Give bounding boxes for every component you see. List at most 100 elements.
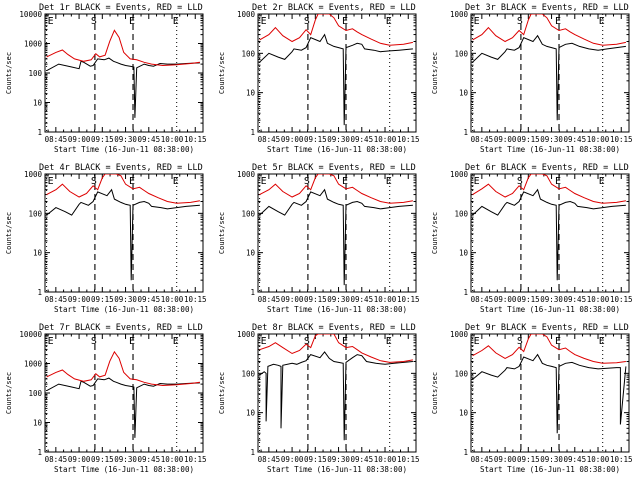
y-tick-label: 1000 (450, 10, 469, 19)
y-tick-label: 1000 (237, 170, 256, 179)
x-tick-label: 09:45 (138, 455, 161, 464)
x-tick-label: 09:00 (494, 455, 517, 464)
y-axis-label: Counts/sec (5, 372, 13, 414)
x-tick-label: 08:45 (258, 135, 281, 144)
marker-label: E (474, 336, 480, 347)
panel-title: Det 1r BLACK = Events, RED = LLD (39, 3, 203, 13)
marker-label: E (599, 336, 605, 347)
y-tick-label: 10000 (19, 330, 42, 339)
plot-frame (470, 13, 630, 133)
x-tick-label: 09:15 (517, 455, 540, 464)
series-line-lld (472, 334, 626, 364)
x-tick-label: 10:00 (587, 455, 610, 464)
series-line-lld (46, 174, 200, 204)
series-line-events (259, 33, 413, 126)
x-axis-label: Start Time (16-Jun-11 08:38:00) (54, 145, 194, 154)
y-tick-label: 10 (246, 249, 256, 258)
x-tick-label: 09:45 (138, 135, 161, 144)
marker-label: E (129, 176, 135, 187)
marker-label: S (91, 176, 97, 187)
panel-title: Det 7r BLACK = Events, RED = LLD (39, 323, 203, 333)
x-tick-label: 10:00 (161, 455, 184, 464)
marker-label: E (386, 336, 392, 347)
marker-label: E (555, 176, 561, 187)
x-tick-label: 08:45 (471, 295, 494, 304)
marker-label: E (599, 176, 605, 187)
y-axis-label: Counts/sec (431, 212, 439, 254)
marker-label: E (474, 176, 480, 187)
x-tick-label: 10:00 (161, 295, 184, 304)
x-tick-label: 09:30 (540, 295, 563, 304)
x-tick-label: 10:00 (374, 295, 397, 304)
marker-label: E (555, 16, 561, 27)
marker-label: S (304, 336, 310, 347)
y-tick-label: 100 (454, 49, 468, 58)
x-tick-label: 10:15 (184, 455, 207, 464)
series-line-events (46, 188, 200, 281)
x-axis-label: Start Time (16-Jun-11 08:38:00) (54, 465, 194, 474)
panel-title: Det 5r BLACK = Events, RED = LLD (252, 163, 416, 173)
x-tick-label: 09:15 (304, 455, 327, 464)
x-tick-label: 09:00 (281, 135, 304, 144)
y-tick-label: 100 (454, 209, 468, 218)
y-tick-label: 1000 (237, 10, 256, 19)
series-line-lld (472, 14, 627, 46)
y-tick-label: 1 (463, 288, 468, 297)
marker-label: E (342, 16, 348, 27)
y-tick-label: 1 (250, 448, 255, 457)
y-tick-label: 1 (37, 448, 42, 457)
y-tick-label: 100 (28, 389, 42, 398)
marker-label: S (517, 176, 523, 187)
panel-det-7r: Det 7r BLACK = Events, RED = LLD 1 10 100 10… (5, 323, 207, 474)
plot-frame (257, 13, 417, 133)
x-tick-label: 08:45 (258, 455, 281, 464)
x-tick-label: 09:15 (91, 135, 114, 144)
x-tick-label: 10:15 (610, 135, 633, 144)
x-tick-label: 10:00 (374, 135, 397, 144)
marker-label: E (48, 336, 54, 347)
marker-label: S (517, 16, 523, 27)
x-tick-label: 10:15 (184, 295, 207, 304)
marker-label: E (599, 16, 605, 27)
x-tick-label: 09:15 (517, 295, 540, 304)
x-tick-label: 10:00 (161, 135, 184, 144)
series-line-events (46, 377, 200, 438)
panel-title: Det 4r BLACK = Events, RED = LLD (39, 163, 203, 173)
x-tick-label: 09:30 (540, 135, 563, 144)
series-line-lld (472, 174, 626, 204)
x-tick-label: 10:00 (587, 295, 610, 304)
y-tick-label: 100 (28, 209, 42, 218)
x-tick-label: 10:00 (374, 455, 397, 464)
marker-label: E (173, 176, 179, 187)
x-tick-label: 09:45 (564, 295, 587, 304)
x-tick-label: 09:00 (281, 295, 304, 304)
panel-title: Det 6r BLACK = Events, RED = LLD (465, 163, 629, 173)
x-axis-label: Start Time (16-Jun-11 08:38:00) (267, 305, 407, 314)
y-axis-label: Counts/sec (218, 212, 226, 254)
y-tick-label: 100 (241, 369, 255, 378)
marker-label: E (48, 16, 54, 27)
y-tick-label: 10 (33, 249, 43, 258)
y-tick-label: 100 (454, 369, 468, 378)
x-tick-label: 09:00 (68, 455, 91, 464)
marker-label: E (173, 336, 179, 347)
marker-label: E (129, 16, 135, 27)
y-tick-label: 10 (459, 409, 469, 418)
marker-label: S (304, 176, 310, 187)
y-tick-label: 1000 (450, 330, 469, 339)
x-tick-label: 09:30 (114, 135, 137, 144)
x-tick-label: 08:45 (45, 135, 68, 144)
y-axis-label: Counts/sec (431, 372, 439, 414)
plot-frame (44, 173, 204, 293)
panel-det-2r: Det 2r BLACK = Events, RED = LLD 1 10 100 10… (218, 3, 420, 154)
y-tick-label: 10000 (19, 10, 42, 19)
x-tick-label: 10:15 (610, 295, 633, 304)
plot-frame (44, 333, 204, 453)
panel-det-5r: Det 5r BLACK = Events, RED = LLD 1 10 100 10… (218, 163, 420, 314)
y-tick-label: 1000 (24, 360, 43, 369)
series-line-events (472, 188, 626, 281)
marker-label: S (91, 16, 97, 27)
x-tick-label: 09:30 (114, 295, 137, 304)
marker-label: E (261, 176, 267, 187)
